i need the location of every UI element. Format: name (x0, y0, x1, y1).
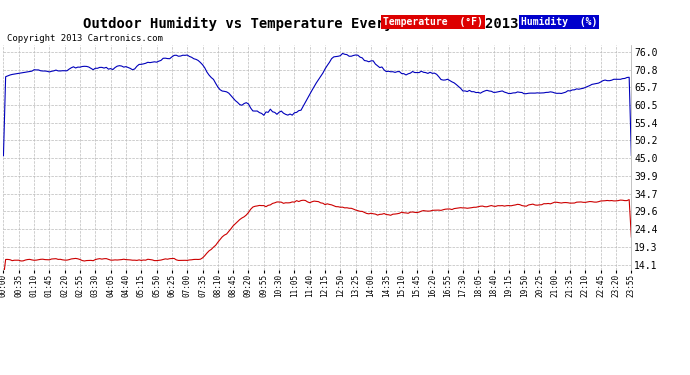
Text: Temperature  (°F): Temperature (°F) (383, 17, 483, 27)
Text: Humidity  (%): Humidity (%) (521, 17, 598, 27)
Text: Copyright 2013 Cartronics.com: Copyright 2013 Cartronics.com (7, 34, 163, 43)
Text: Outdoor Humidity vs Temperature Every 5 Minutes 20130304: Outdoor Humidity vs Temperature Every 5 … (83, 17, 552, 31)
